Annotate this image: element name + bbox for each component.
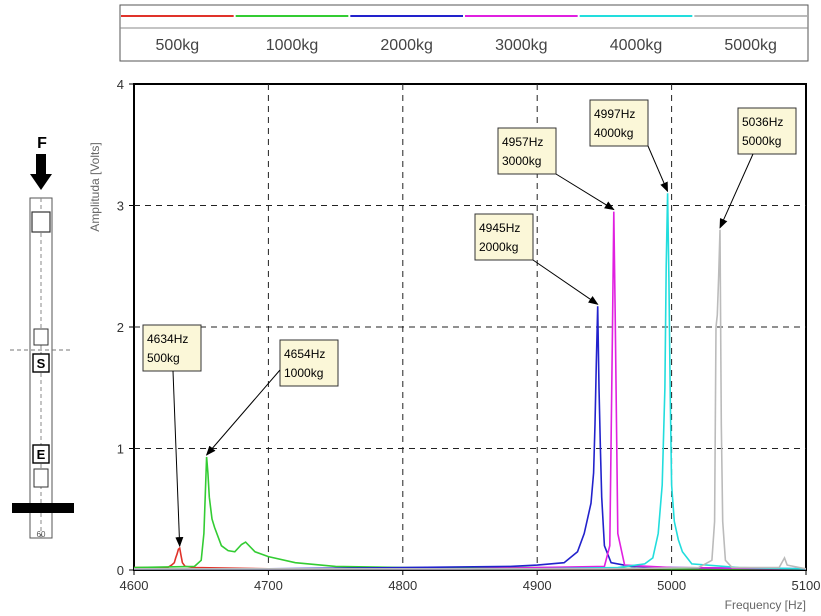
legend-label-5000kg: 5000kg xyxy=(724,37,777,54)
annotation-arrow xyxy=(719,153,754,229)
sensor-e-box xyxy=(32,444,50,464)
annotation-box xyxy=(279,339,339,387)
sensor-s-label: S xyxy=(37,356,46,371)
annotation-500kg: 4634Hz 500kg xyxy=(142,324,202,548)
annotation-2000kg: 4945Hz 2000kg xyxy=(474,213,599,305)
annotation-box xyxy=(142,324,202,372)
annotation-1000kg: 4654Hz 1000kg xyxy=(205,339,339,456)
y-axis-label: Amplituda [Volts] xyxy=(88,142,102,231)
sensor-e-label: E xyxy=(37,447,46,462)
legend-label-1000kg: 1000kg xyxy=(266,37,319,54)
annotation-frequency: 4997Hz xyxy=(594,107,635,121)
annotation-3000kg: 4957Hz 3000kg xyxy=(497,127,615,211)
x-tick-label: 4900 xyxy=(523,578,552,593)
beam-diagram: F S E 60 xyxy=(10,135,74,539)
force-label: F xyxy=(37,135,47,152)
annotation-frequency: 4634Hz xyxy=(147,332,188,346)
annotation-mass: 2000kg xyxy=(479,240,518,254)
annotation-arrow xyxy=(532,259,599,305)
annotation-mass: 500kg xyxy=(147,351,180,365)
base-label: 60 xyxy=(37,530,46,539)
annotation-box xyxy=(474,213,534,261)
beam-block-lower xyxy=(33,468,49,488)
y-tick-label: 2 xyxy=(117,320,124,335)
annotation-5000kg: 5036Hz 5000kg xyxy=(719,107,797,229)
sensor-s-box xyxy=(32,353,50,373)
annotation-frequency: 4957Hz xyxy=(502,135,543,149)
y-tick-label: 0 xyxy=(117,563,124,578)
x-tick-label: 5100 xyxy=(792,578,821,593)
annotation-box xyxy=(497,127,557,175)
annotation-mass: 4000kg xyxy=(594,126,633,140)
legend-box xyxy=(119,4,809,62)
x-tick-label: 4700 xyxy=(254,578,283,593)
annotation-arrow xyxy=(647,145,669,193)
y-tick-label: 4 xyxy=(117,77,124,92)
legend-label-500kg: 500kg xyxy=(156,37,200,54)
annotation-arrow xyxy=(205,369,281,456)
x-axis-label: Frequency [Hz] xyxy=(725,598,806,612)
support-plate xyxy=(12,503,74,513)
beam-block-upper xyxy=(33,328,49,346)
y-tick-label: 3 xyxy=(117,199,124,214)
beam-block-top xyxy=(31,211,51,233)
y-tick-label: 1 xyxy=(117,442,124,457)
annotation-arrow xyxy=(172,370,184,548)
force-arrow-head xyxy=(30,174,52,190)
annotation-frequency: 4654Hz xyxy=(284,347,325,361)
annotation-frequency: 5036Hz xyxy=(742,115,783,129)
annotation-arrow xyxy=(555,173,615,211)
x-tick-label: 4600 xyxy=(120,578,149,593)
force-arrow-shaft xyxy=(36,154,46,176)
annotation-mass: 1000kg xyxy=(284,366,323,380)
legend-label-4000kg: 4000kg xyxy=(610,37,663,54)
annotation-4000kg: 4997Hz 4000kg xyxy=(589,99,669,193)
series-line-4000kg xyxy=(134,193,806,570)
legend-label-3000kg: 3000kg xyxy=(495,37,548,54)
annotation-box xyxy=(737,107,797,155)
annotation-mass: 3000kg xyxy=(502,154,541,168)
x-tick-label: 5000 xyxy=(657,578,686,593)
series-line-5000kg xyxy=(134,229,806,570)
x-tick-label: 4800 xyxy=(388,578,417,593)
annotation-box xyxy=(589,99,649,147)
annotation-frequency: 4945Hz xyxy=(479,221,520,235)
legend-label-2000kg: 2000kg xyxy=(380,37,433,54)
annotation-mass: 5000kg xyxy=(742,134,781,148)
